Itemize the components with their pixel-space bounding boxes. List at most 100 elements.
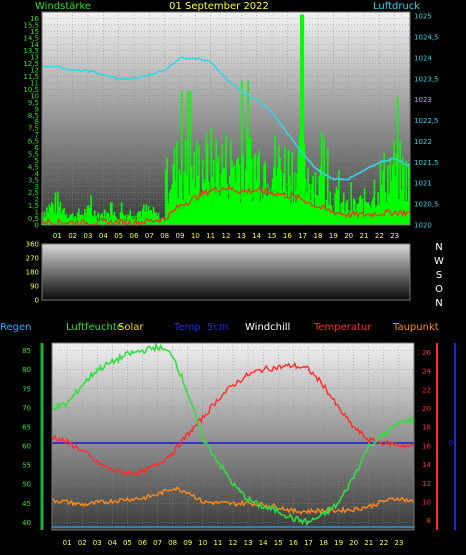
- wind-tick-label: 7,5: [28, 125, 39, 133]
- temperature-tick-label: 16: [422, 442, 431, 450]
- humidity-tick-label: 75: [22, 385, 31, 393]
- wind-tick-label: 12,5: [23, 60, 39, 68]
- temperature-tick-label: 8: [427, 517, 431, 525]
- hour-tick-label: 10: [198, 539, 207, 547]
- temp-panel-border: [51, 342, 415, 531]
- wind-tick-label: 6: [35, 144, 40, 152]
- wind-tick-label: 10: [30, 92, 39, 100]
- pressure-tick-label: 1025: [414, 13, 432, 21]
- wind-tick-label: 13,5: [23, 47, 39, 55]
- pressure-tick-label: 1024,5: [414, 34, 439, 42]
- pressure-line: [41, 56, 411, 181]
- hour-tick-label: 14: [252, 232, 261, 240]
- pressure-tick-label: 1020,5: [414, 201, 439, 209]
- hour-tick-label: 16: [289, 539, 298, 547]
- hour-tick-label: 03: [93, 539, 102, 547]
- hour-tick-label: 09: [176, 232, 185, 240]
- hour-tick-label: 15: [268, 232, 277, 240]
- compass-label: N: [435, 298, 442, 309]
- hour-tick-label: 01: [63, 539, 72, 547]
- wind-tick-label: 14: [30, 41, 39, 49]
- temperature-tick-label: 10: [422, 498, 431, 506]
- pressure-tick-label: 1022,5: [414, 117, 439, 125]
- chart-date: 01 September 2022: [169, 1, 269, 12]
- wind-tick-label: 3,5: [28, 176, 39, 184]
- wind-tick-label: 6,5: [28, 138, 39, 146]
- hour-tick-label: 16: [283, 232, 292, 240]
- humidity-tick-label: 45: [22, 500, 31, 508]
- hour-tick-label: 23: [390, 232, 399, 240]
- wind-tick-label: 14,5: [23, 34, 39, 42]
- direction-tick-label: 90: [30, 283, 39, 291]
- legend-windchill: Windchill: [245, 322, 290, 333]
- direction-tick-label: 360: [26, 241, 39, 249]
- temperature-humidity-series: [51, 341, 415, 527]
- pressure-tick-label: 1024: [414, 54, 432, 62]
- wind-tick-label: 9,5: [28, 99, 39, 107]
- wind-tick-label: 13: [30, 54, 39, 62]
- wind-tick-label: 12: [30, 67, 39, 75]
- wind-tick-label: 8,5: [28, 112, 39, 120]
- wind-tick-label: 1: [35, 209, 39, 217]
- dewpoint-line: [51, 486, 415, 515]
- hour-tick-label: 15: [274, 539, 283, 547]
- direction-tick-label: 0: [35, 297, 39, 305]
- direction-tick-label: 180: [26, 269, 39, 277]
- wind-tick-label: 8: [35, 118, 39, 126]
- humidity-tick-label: 40: [22, 519, 31, 527]
- hour-tick-label: 13: [237, 232, 246, 240]
- wind-tick-label: 2,5: [28, 189, 39, 197]
- wind-tick-label: 15,5: [23, 21, 39, 29]
- humidity-tick-label: 55: [22, 462, 31, 470]
- hour-tick-label: 09: [183, 539, 192, 547]
- hour-tick-label: 10: [191, 232, 200, 240]
- hour-tick-label: 06: [130, 232, 139, 240]
- wind-tick-label: 3: [35, 183, 39, 191]
- legend-solar: Solar: [118, 322, 144, 333]
- hour-tick-label: 11: [206, 232, 215, 240]
- hour-tick-label: 04: [108, 539, 117, 547]
- temperature-tick-label: 24: [422, 368, 431, 376]
- wind-tick-label: 5,5: [28, 151, 39, 159]
- pressure-axis-title: Luftdruck: [373, 1, 420, 12]
- hour-tick-label: 21: [364, 539, 373, 547]
- legend-soil-temp: Temp. 5cm: [173, 322, 229, 333]
- hour-tick-label: 12: [222, 232, 231, 240]
- axis-ticks: 00,511,522,533,544,555,566,577,588,599,5…: [22, 13, 456, 547]
- hour-tick-label: 22: [375, 232, 384, 240]
- humidity-tick-label: 80: [22, 366, 31, 374]
- humidity-tick-label: 65: [22, 423, 31, 431]
- wind-panel-temperature-series: [41, 184, 411, 227]
- hour-tick-label: 23: [394, 539, 403, 547]
- temperature-tick-label: 18: [422, 424, 431, 432]
- temperature-tick-label: 22: [422, 386, 431, 394]
- pressure-tick-label: 1023: [414, 96, 432, 104]
- pressure-tick-label: 1021: [414, 180, 432, 188]
- humidity-tick-label: 50: [22, 481, 31, 489]
- pressure-tick-label: 1021,5: [414, 159, 439, 167]
- hour-tick-label: 13: [244, 539, 253, 547]
- hour-tick-label: 22: [379, 539, 388, 547]
- compass-label: N: [435, 242, 442, 253]
- hour-tick-label: 07: [153, 539, 162, 547]
- pressure-tick-label: 1022: [414, 138, 432, 146]
- hour-tick-label: 04: [99, 232, 108, 240]
- hour-tick-label: 21: [360, 232, 369, 240]
- temperature-tick-label: 20: [422, 405, 431, 413]
- wind-tick-label: 5: [35, 157, 39, 165]
- wind-panel-temperature-line: [41, 184, 411, 227]
- wind-mean-line: [41, 180, 410, 223]
- hour-tick-label: 03: [84, 232, 93, 240]
- hour-tick-label: 02: [68, 232, 77, 240]
- hour-tick-label: 19: [329, 232, 338, 240]
- wind-tick-label: 11: [30, 80, 39, 88]
- wind-tick-label: 7: [35, 131, 39, 139]
- temperature-tick-label: 14: [422, 461, 431, 469]
- wind-tick-label: 4,5: [28, 163, 39, 171]
- pressure-tick-label: 1023,5: [414, 75, 439, 83]
- hour-tick-label: 05: [123, 539, 132, 547]
- legend-humidity: Luftfeuchte: [66, 322, 123, 333]
- soil-temp-tick-label: 0: [449, 440, 453, 448]
- compass-label: W: [434, 256, 444, 267]
- legend-temperature: Temperatur: [313, 322, 372, 333]
